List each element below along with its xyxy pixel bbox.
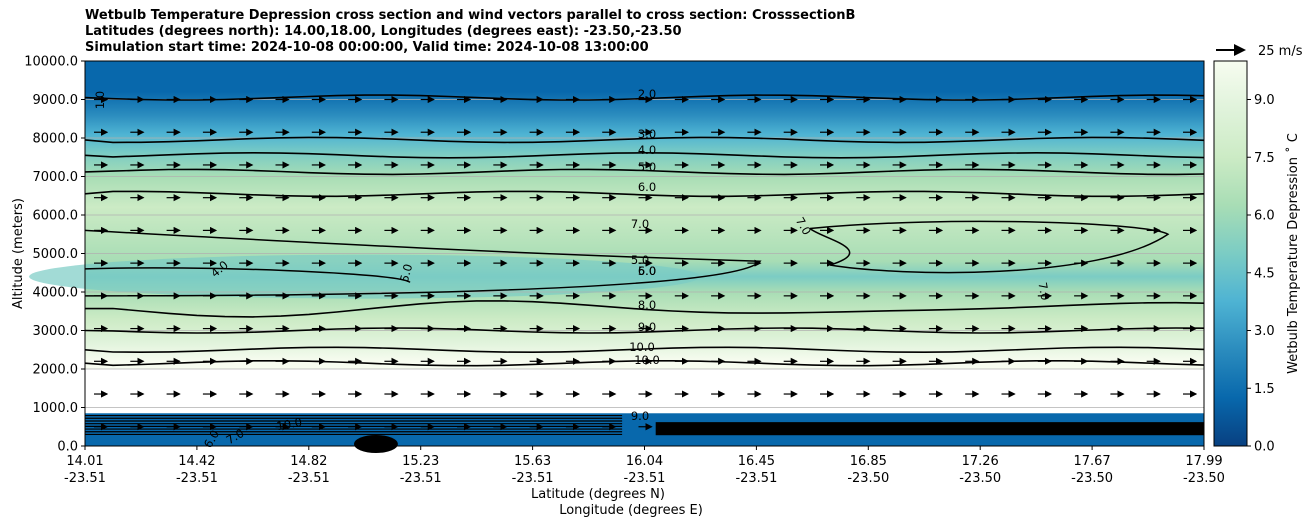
x-axis: 14.01 -23.51 14.42 -23.51 14.82 -23.51 15.23 -2… — [64, 446, 1225, 486]
x-tick-label-lat: 15.23 — [402, 454, 439, 469]
x-tick-label-lat: 15.63 — [514, 454, 551, 469]
contour-line — [84, 151, 1205, 159]
x-tick-label-lat: 16.04 — [626, 454, 663, 469]
x-tick-label-lon: -23.51 — [512, 471, 554, 486]
y-tick-label: 3000.0 — [33, 324, 79, 339]
contour-label: 7.0 — [631, 217, 649, 231]
surface-contour-blob — [353, 435, 398, 453]
y-tick-label: 9000.0 — [33, 93, 79, 108]
x-tick-label-lat: 17.67 — [1073, 454, 1110, 469]
x-tick-label-lat: 17.99 — [1185, 454, 1222, 469]
title-line-2: Latitudes (degrees north): 14.00,18.00, … — [85, 24, 682, 39]
x-axis-label-lat: Latitude (degrees N) — [531, 487, 665, 502]
x-tick-label-lon: -23.51 — [64, 471, 106, 486]
wind-vectors — [94, 95, 1198, 431]
colorbar-tick-label: 3.0 — [1254, 324, 1275, 339]
y-tick-label: 1000.0 — [33, 401, 79, 416]
y-tick-label: 2000.0 — [33, 363, 79, 378]
x-tick-label-lat: 17.26 — [962, 454, 999, 469]
y-tick-label: 8000.0 — [33, 132, 79, 147]
y-tick-label: 5000.0 — [33, 247, 79, 262]
x-tick-label-lat: 16.45 — [738, 454, 775, 469]
contour-line — [84, 327, 1205, 334]
colorbar: 0.0 1.5 3.0 4.5 6.0 7.5 9.0 Wetbulb Temperatur… — [1213, 60, 1301, 455]
wind-key-label: 25 m/s — [1258, 44, 1303, 59]
contour-label: 5.0 — [638, 264, 656, 278]
title-line-1: Wetbulb Temperature Depression cross sec… — [85, 8, 856, 23]
contour-label: 6.0 — [638, 180, 656, 194]
colorbar-ticks: 0.0 1.5 3.0 4.5 6.0 7.5 9.0 — [1247, 93, 1275, 455]
x-tick-label-lon: -23.51 — [176, 471, 218, 486]
y-tick-label: 4000.0 — [33, 286, 79, 301]
colorbar-tick-label: 1.5 — [1254, 382, 1275, 397]
contour-label: 5.0 — [638, 160, 656, 174]
x-tick-label-lon: -23.50 — [847, 471, 889, 486]
colorbar-tick-label: 6.0 — [1254, 209, 1275, 224]
x-tick-label-lon: -23.50 — [1183, 471, 1225, 486]
contour-label: 5.0 — [397, 262, 415, 283]
y-tick-label: 7000.0 — [33, 170, 79, 185]
contour-line — [84, 267, 411, 284]
contour-label: 2.0 — [638, 87, 656, 101]
title-line-3: Simulation start time: 2024-10-08 00:00:… — [85, 40, 649, 55]
contour-label: 10.0 — [629, 340, 655, 354]
contour-label: 3.0 — [638, 127, 656, 141]
x-tick-label-lon: -23.51 — [288, 471, 330, 486]
contour-label: 10.0 — [634, 353, 660, 367]
contour-label: 6.0 — [638, 264, 656, 278]
contour-line — [84, 300, 1205, 318]
surface-layer — [85, 413, 1204, 453]
contour-line — [84, 190, 1205, 198]
contour-label: 5.0 — [631, 253, 649, 267]
contour-line — [84, 168, 1205, 176]
contour-label: 9.0 — [638, 320, 656, 334]
colorbar-tick-label: 4.5 — [1254, 266, 1275, 281]
x-tick-label-lat: 14.82 — [290, 454, 327, 469]
y-axis: 0.0 1000.0 2000.0 3000.0 4000.0 5000.0 6000.0 7… — [24, 55, 85, 455]
contour-lines — [84, 94, 1205, 367]
colorbar-tick-label: 0.0 — [1254, 440, 1275, 455]
wind-key: 25 m/s — [1216, 44, 1303, 59]
colorbar-label: Wetbulb Temperature Depression ˚ C — [1285, 133, 1301, 374]
contour-label: 1.0 — [93, 91, 107, 109]
x-axis-label-lon: Longitude (degrees E) — [559, 503, 703, 518]
contour-label: 7.0 — [1035, 281, 1052, 301]
x-tick-label-lon: -23.51 — [400, 471, 442, 486]
colorbar-gradient — [1213, 60, 1248, 447]
surface-contour-bundle — [655, 422, 1204, 436]
y-tick-label: 10000.0 — [24, 55, 78, 70]
contour-label: 9.0 — [631, 409, 649, 423]
colorbar-tick-label: 7.5 — [1254, 151, 1275, 166]
y-tick-label: 6000.0 — [33, 209, 79, 224]
x-tick-label-lat: 16.85 — [850, 454, 887, 469]
x-tick-label-lat: 14.01 — [66, 454, 103, 469]
x-tick-label-lon: -23.51 — [735, 471, 777, 486]
contour-line — [84, 136, 1205, 144]
colorbar-tick-label: 9.0 — [1254, 93, 1275, 108]
y-tick-label: 0.0 — [57, 440, 78, 455]
x-tick-label-lon: -23.50 — [1071, 471, 1113, 486]
chart-title: Wetbulb Temperature Depression cross sec… — [85, 8, 855, 56]
contour-label: 4.0 — [638, 143, 656, 157]
contour-line — [84, 94, 1205, 101]
y-axis-label: Altitude (meters) — [11, 198, 26, 309]
contour-label: 8.0 — [638, 298, 656, 312]
contour-label: 10.0 — [275, 415, 303, 433]
x-tick-label-lon: -23.51 — [624, 471, 666, 486]
contour-line — [84, 346, 1205, 354]
x-tick-label-lon: -23.50 — [959, 471, 1001, 486]
plot-area: 1.0 2.03.04.05.06.07.0 7.04.0 5.05.05.06.07… — [29, 60, 1205, 453]
x-tick-label-lat: 14.42 — [178, 454, 215, 469]
mid-level-moist-region — [29, 254, 701, 299]
